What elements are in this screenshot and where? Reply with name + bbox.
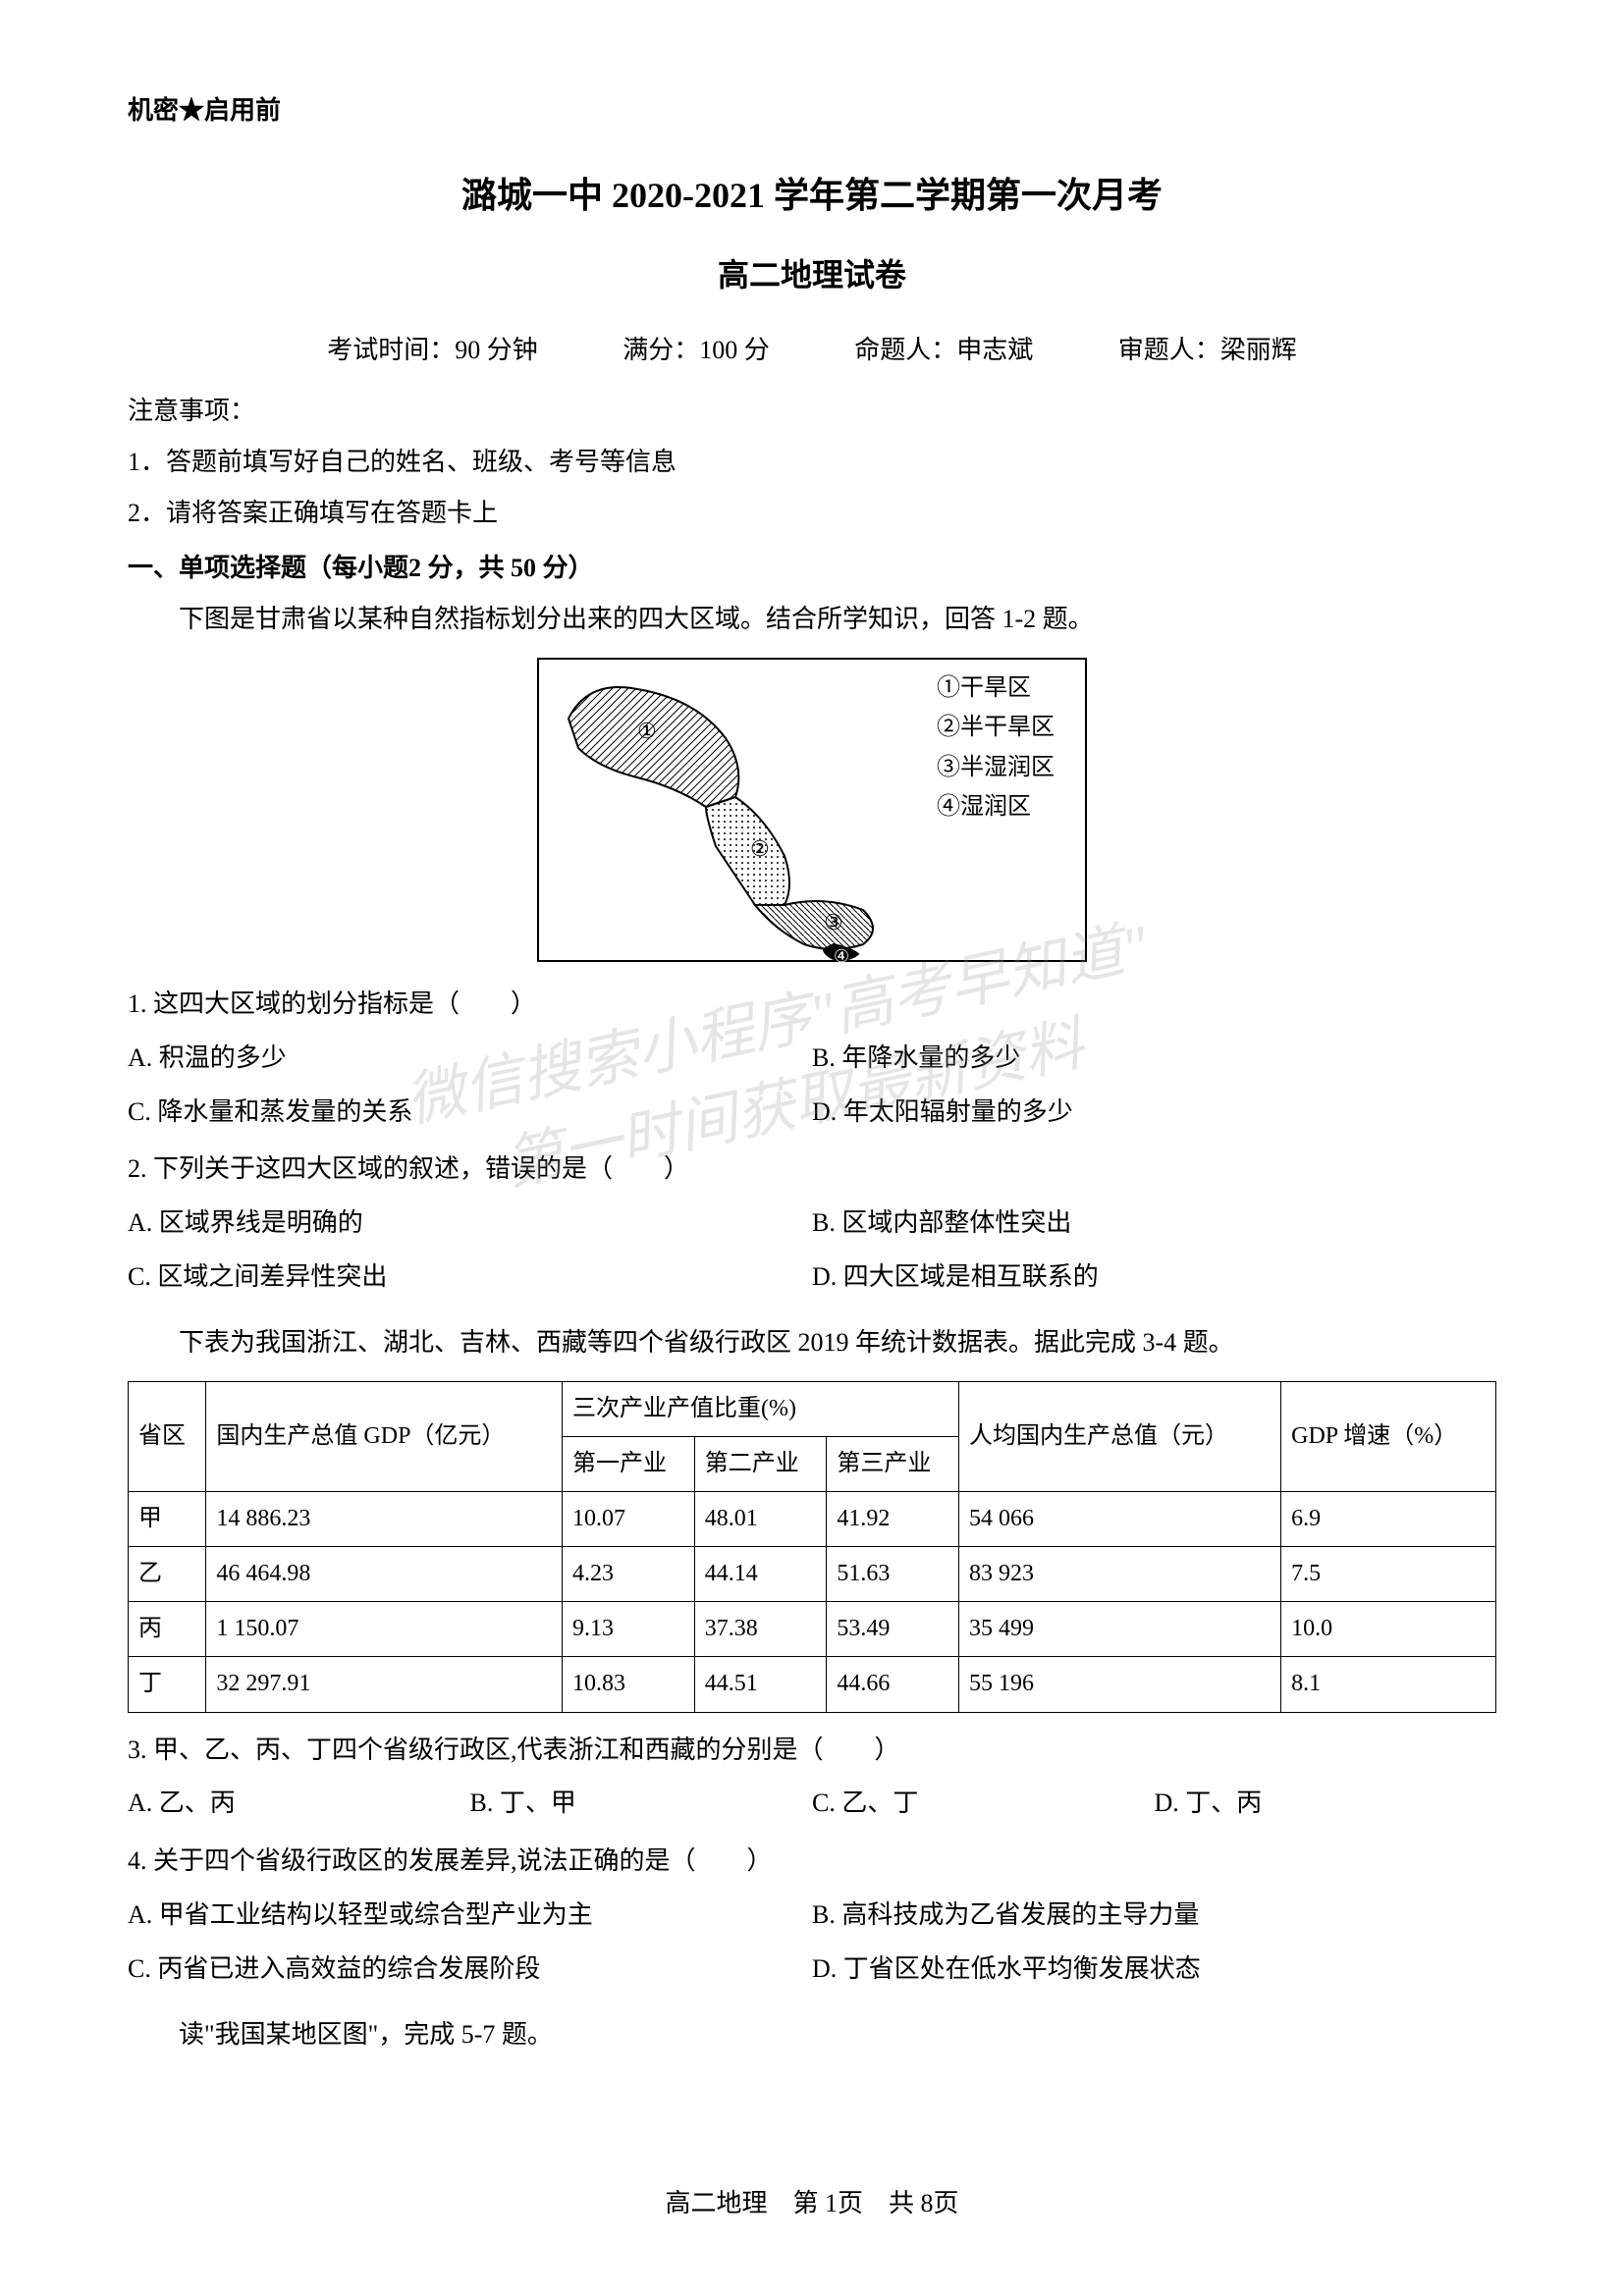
table-row: 丁 32 297.91 10.83 44.51 44.66 55 196 8.1 (129, 1657, 1496, 1712)
map-label-3: ③ (824, 910, 843, 934)
q1-opt-c: C. 降水量和蒸发量的关系 (128, 1090, 812, 1136)
legend-item-1: ①干旱区 (937, 669, 1080, 707)
table-row: 乙 46 464.98 4.23 44.14 51.63 83 923 7.5 (129, 1547, 1496, 1602)
cell: 甲 (129, 1491, 206, 1546)
cell: 1 150.07 (206, 1602, 563, 1657)
legend-item-2: ②半干旱区 (937, 709, 1080, 746)
q4-opt-d: D. 丁省区处在低水平均衡发展状态 (812, 1947, 1496, 1993)
cell: 44.51 (694, 1657, 827, 1712)
q4-text: 4. 关于四个省级行政区的发展差异,说法正确的是（ ） (128, 1839, 1496, 1885)
cell: 83 923 (959, 1547, 1281, 1602)
q2-options-row2: C. 区域之间差异性突出 D. 四大区域是相互联系的 (128, 1255, 1496, 1301)
q4-options-row2: C. 丙省已进入高效益的综合发展阶段 D. 丁省区处在低水平均衡发展状态 (128, 1947, 1496, 1993)
cell: 44.14 (694, 1547, 827, 1602)
q3-opt-a: A. 乙、丙 (128, 1781, 470, 1827)
map-label-1: ① (637, 719, 657, 743)
cell: 37.38 (694, 1602, 827, 1657)
section-1-heading: 一、单项选择题（每小题2 分，共 50 分） (128, 546, 1496, 592)
exam-reviewer: 审题人：梁丽辉 (1118, 336, 1297, 364)
cell: 44.66 (827, 1657, 959, 1712)
map-box: ① ② ③ ④ ①干旱区 ②半干旱区 ③半湿润区 ④湿润区 (537, 658, 1087, 962)
cell: 51.63 (827, 1547, 959, 1602)
cell: 48.01 (694, 1491, 827, 1546)
table-header-row1: 省区 国内生产总值 GDP（亿元） 三次产业产值比重(%) 人均国内生产总值（元… (129, 1381, 1496, 1436)
cell: 7.5 (1281, 1547, 1496, 1602)
legend-item-3: ③半湿润区 (937, 749, 1080, 786)
cell: 4.23 (563, 1547, 695, 1602)
map-label-2: ② (750, 836, 770, 861)
notice-item-2: 2．请将答案正确填写在答题卡上 (128, 491, 1496, 537)
q2-opt-d: D. 四大区域是相互联系的 (812, 1255, 1496, 1301)
q1-opt-a: A. 积温的多少 (128, 1036, 812, 1082)
cell: 54 066 (959, 1491, 1281, 1546)
cell: 55 196 (959, 1657, 1281, 1712)
map-label-4: ④ (834, 946, 849, 964)
map-svg-area: ① ② ③ ④ (539, 660, 932, 960)
q3-opt-d: D. 丁、丙 (1155, 1781, 1497, 1827)
cell: 32 297.91 (206, 1657, 563, 1712)
map-legend: ①干旱区 ②半干旱区 ③半湿润区 ④湿润区 (932, 660, 1085, 960)
col-ratio-header: 三次产业产值比重(%) (563, 1381, 959, 1436)
q1-options-row2: C. 降水量和蒸发量的关系 D. 年太阳辐射量的多少 (128, 1090, 1496, 1136)
q4-opt-a: A. 甲省工业结构以轻型或综合型产业为主 (128, 1893, 812, 1939)
q2-opt-c: C. 区域之间差异性突出 (128, 1255, 812, 1301)
exam-author: 命题人：申志斌 (854, 336, 1033, 364)
cell: 6.9 (1281, 1491, 1496, 1546)
q1-options-row1: A. 积温的多少 B. 年降水量的多少 (128, 1036, 1496, 1082)
q2-opt-a: A. 区域界线是明确的 (128, 1201, 812, 1247)
q3-opt-b: B. 丁、甲 (470, 1781, 813, 1827)
table-intro: 下表为我国浙江、湖北、吉林、西藏等四个省级行政区 2019 年统计数据表。据此完… (128, 1320, 1496, 1366)
page-title-sub: 高二地理试卷 (128, 247, 1496, 304)
q4-options-row1: A. 甲省工业结构以轻型或综合型产业为主 B. 高科技成为乙省发展的主导力量 (128, 1893, 1496, 1939)
map-figure: ① ② ③ ④ ①干旱区 ②半干旱区 ③半湿润区 ④湿润区 (128, 658, 1496, 962)
cell: 41.92 (827, 1491, 959, 1546)
col-province: 省区 (129, 1381, 206, 1491)
exam-full-score: 满分：100 分 (623, 336, 770, 364)
exam-time: 考试时间：90 分钟 (327, 336, 538, 364)
q1-opt-b: B. 年降水量的多少 (812, 1036, 1496, 1082)
table-row: 甲 14 886.23 10.07 48.01 41.92 54 066 6.9 (129, 1491, 1496, 1546)
q4-opt-b: B. 高科技成为乙省发展的主导力量 (812, 1893, 1496, 1939)
cell: 14 886.23 (206, 1491, 563, 1546)
cell: 丁 (129, 1657, 206, 1712)
cell: 9.13 (563, 1602, 695, 1657)
page-footer: 高二地理 第 1页 共 8页 (0, 2181, 1624, 2227)
cell: 丙 (129, 1602, 206, 1657)
q1-text: 1. 这四大区域的划分指标是（ ） (128, 982, 1496, 1028)
cell: 10.0 (1281, 1602, 1496, 1657)
col-ind2: 第二产业 (694, 1436, 827, 1491)
q5-7-intro: 读"我国某地区图"，完成 5-7 题。 (128, 2012, 1496, 2058)
cell: 8.1 (1281, 1657, 1496, 1712)
notice-item-1: 1．答题前填写好自己的姓名、班级、考号等信息 (128, 440, 1496, 486)
notice-heading: 注意事项： (128, 389, 1496, 435)
confidential-label: 机密★启用前 (128, 88, 1496, 134)
cell: 10.83 (563, 1657, 695, 1712)
page-title-main: 潞城一中 2020-2021 学年第二学期第一次月考 (128, 164, 1496, 228)
q2-options-row1: A. 区域界线是明确的 B. 区域内部整体性突出 (128, 1201, 1496, 1247)
province-data-table: 省区 国内生产总值 GDP（亿元） 三次产业产值比重(%) 人均国内生产总值（元… (128, 1381, 1496, 1713)
table-row: 丙 1 150.07 9.13 37.38 53.49 35 499 10.0 (129, 1602, 1496, 1657)
q4-opt-c: C. 丙省已进入高效益的综合发展阶段 (128, 1947, 812, 1993)
col-gdp: 国内生产总值 GDP（亿元） (206, 1381, 563, 1491)
legend-item-4: ④湿润区 (937, 788, 1080, 826)
exam-info-row: 考试时间：90 分钟 满分：100 分 命题人：申志斌 审题人：梁丽辉 (128, 328, 1496, 374)
q1-2-intro: 下图是甘肃省以某种自然指标划分出来的四大区域。结合所学知识，回答 1-2 题。 (128, 597, 1496, 643)
cell: 乙 (129, 1547, 206, 1602)
cell: 10.07 (563, 1491, 695, 1546)
q3-text: 3. 甲、乙、丙、丁四个省级行政区,代表浙江和西藏的分别是（ ） (128, 1728, 1496, 1774)
cell: 35 499 (959, 1602, 1281, 1657)
q3-options: A. 乙、丙 B. 丁、甲 C. 乙、丁 D. 丁、丙 (128, 1781, 1496, 1827)
gansu-map-svg: ① ② ③ ④ (539, 660, 932, 964)
col-growth: GDP 增速（%） (1281, 1381, 1496, 1491)
col-ind3: 第三产业 (827, 1436, 959, 1491)
cell: 46 464.98 (206, 1547, 563, 1602)
col-percapita: 人均国内生产总值（元） (959, 1381, 1281, 1491)
q2-opt-b: B. 区域内部整体性突出 (812, 1201, 1496, 1247)
q3-opt-c: C. 乙、丁 (812, 1781, 1155, 1827)
cell: 53.49 (827, 1602, 959, 1657)
q2-text: 2. 下列关于这四大区域的叙述，错误的是（ ） (128, 1147, 1496, 1193)
q1-opt-d: D. 年太阳辐射量的多少 (812, 1090, 1496, 1136)
col-ind1: 第一产业 (563, 1436, 695, 1491)
